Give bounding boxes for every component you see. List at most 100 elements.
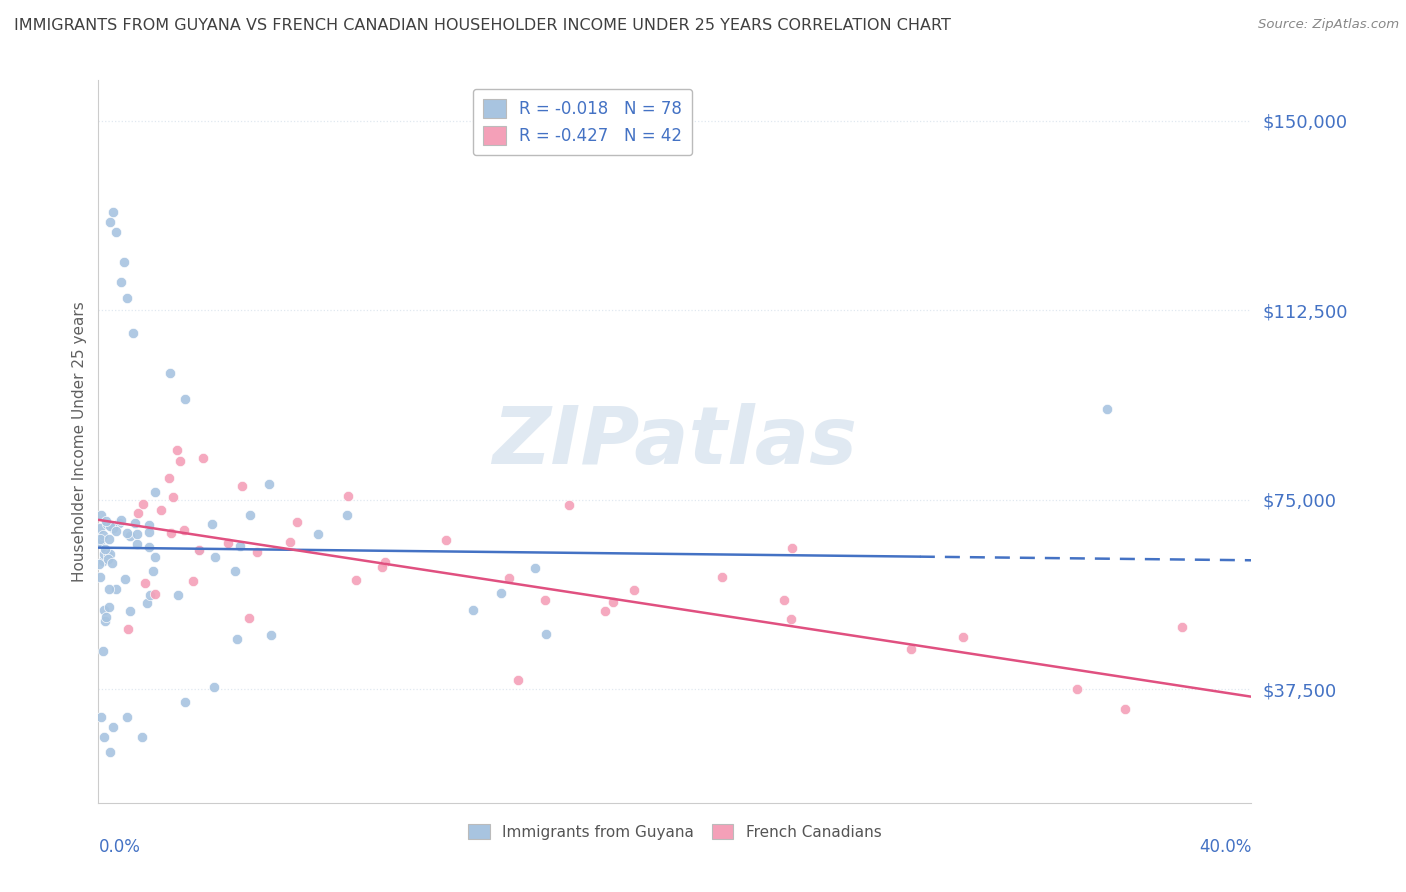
Point [94, 615, 117, 629]
Point [536, 627, 558, 641]
Point [337, 489, 360, 503]
Point [344, 573, 367, 587]
Point [143, 485, 166, 500]
Point [160, 525, 183, 540]
Point [602, 595, 624, 609]
Point [1114, 702, 1136, 716]
Point [524, 561, 547, 575]
Point [201, 516, 224, 531]
Point [110, 276, 132, 290]
Point [96, 515, 118, 529]
Point [90, 710, 112, 724]
Point [285, 516, 308, 530]
Point [159, 367, 181, 381]
Point [120, 603, 142, 617]
Point [101, 204, 124, 219]
Point [98, 533, 121, 547]
Point [773, 593, 796, 607]
Point [188, 543, 211, 558]
Point [139, 588, 162, 602]
Point [1097, 401, 1119, 416]
Point [89, 521, 111, 535]
Point [142, 565, 165, 579]
Point [239, 508, 262, 522]
Point [89, 535, 111, 549]
Point [115, 526, 138, 541]
Point [91, 528, 114, 542]
Point [132, 497, 155, 511]
Point [461, 603, 484, 617]
Point [97, 552, 120, 566]
Point [134, 576, 156, 591]
Point [101, 720, 124, 734]
Point [117, 623, 139, 637]
Point [278, 535, 301, 549]
Point [1066, 681, 1088, 696]
Point [595, 604, 617, 618]
Point [174, 392, 197, 406]
Point [202, 680, 225, 694]
Point [93, 542, 115, 557]
Point [143, 587, 166, 601]
Point [138, 517, 160, 532]
Point [89, 532, 111, 546]
Text: 40.0%: 40.0% [1199, 838, 1251, 855]
Point [508, 673, 530, 688]
Point [169, 453, 191, 467]
Point [217, 536, 239, 550]
Point [125, 537, 148, 551]
Point [124, 516, 146, 530]
Point [118, 528, 141, 542]
Point [138, 540, 160, 554]
Point [93, 603, 115, 617]
Point [224, 564, 246, 578]
Point [558, 499, 581, 513]
Point [94, 610, 117, 624]
Point [98, 582, 121, 596]
Point [114, 572, 136, 586]
Point [93, 547, 115, 561]
Point [336, 508, 359, 522]
Point [135, 596, 157, 610]
Point [93, 730, 115, 744]
Point [122, 326, 145, 340]
Point [90, 508, 112, 522]
Point [225, 632, 247, 646]
Text: IMMIGRANTS FROM GUYANA VS FRENCH CANADIAN HOUSEHOLDER INCOME UNDER 25 YEARS CORR: IMMIGRANTS FROM GUYANA VS FRENCH CANADIA… [14, 18, 950, 33]
Point [143, 549, 166, 564]
Point [98, 745, 121, 759]
Point [782, 541, 804, 555]
Point [623, 583, 645, 598]
Point [710, 570, 733, 584]
Point [150, 503, 173, 517]
Point [174, 695, 197, 709]
Point [125, 527, 148, 541]
Point [98, 519, 121, 533]
Point [204, 550, 226, 565]
Point [533, 593, 555, 607]
Text: 0.0%: 0.0% [98, 838, 141, 855]
Point [108, 516, 131, 530]
Point [307, 526, 329, 541]
Point [173, 523, 195, 537]
Point [157, 471, 180, 485]
Point [138, 525, 160, 540]
Point [181, 574, 204, 588]
Point [93, 554, 115, 568]
Point [101, 521, 124, 535]
Point [489, 585, 512, 599]
Point [166, 588, 188, 602]
Point [188, 542, 211, 557]
Point [162, 490, 184, 504]
Point [117, 291, 139, 305]
Point [238, 611, 260, 625]
Point [229, 539, 252, 553]
Point [98, 547, 121, 561]
Point [952, 630, 974, 644]
Point [117, 710, 139, 724]
Point [260, 628, 283, 642]
Point [780, 612, 803, 626]
Point [96, 517, 118, 532]
Point [371, 560, 394, 574]
Point [231, 479, 253, 493]
